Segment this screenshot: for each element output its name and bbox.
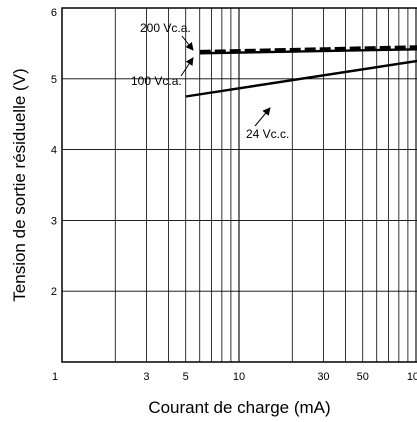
plot-frame [61,7,417,363]
x-tick-label: 30 [317,371,329,383]
annotation-label-100-vc-a: 100 Vc.a. [131,74,182,88]
y-tick-label: 6 [51,7,57,19]
series-group [185,45,417,98]
x-tick-label: 3 [143,371,149,383]
y-tick-label: 2 [51,286,57,298]
x-tick-label: 1 [52,371,58,383]
annotations: 200 Vc.a. 100 Vc.a. 24 Vc.c. [131,21,289,141]
x-axis-label: Courant de charge (mA) [148,398,330,417]
y-tick-label: 4 [51,145,57,157]
annotation-arrow [180,57,194,77]
annotation-arrow [181,35,194,51]
y-tick-label: 5 [51,74,57,86]
series-line-100-vc-a [199,48,417,55]
series-line-24-vc-c [185,59,417,98]
y-tick-labels: 2 3 4 5 6 [51,7,57,298]
series-line-200-vc-a [199,45,417,54]
y-tick-label: 3 [51,215,57,227]
x-tick-labels: 1 3 5 10 30 50 100 [52,371,417,383]
x-tick-label: 10 [233,371,245,383]
y-axis-label: Tension de sortie résiduelle (V) [10,68,29,301]
annotation-label-24-vc-c: 24 Vc.c. [246,127,289,141]
annotation-arrow [254,107,271,127]
x-tick-label: 100 [407,371,417,383]
annotation-label-200-vc-a: 200 Vc.a. [140,21,191,35]
grid [62,8,417,362]
x-tick-label: 50 [357,371,369,383]
x-tick-label: 5 [183,371,189,383]
